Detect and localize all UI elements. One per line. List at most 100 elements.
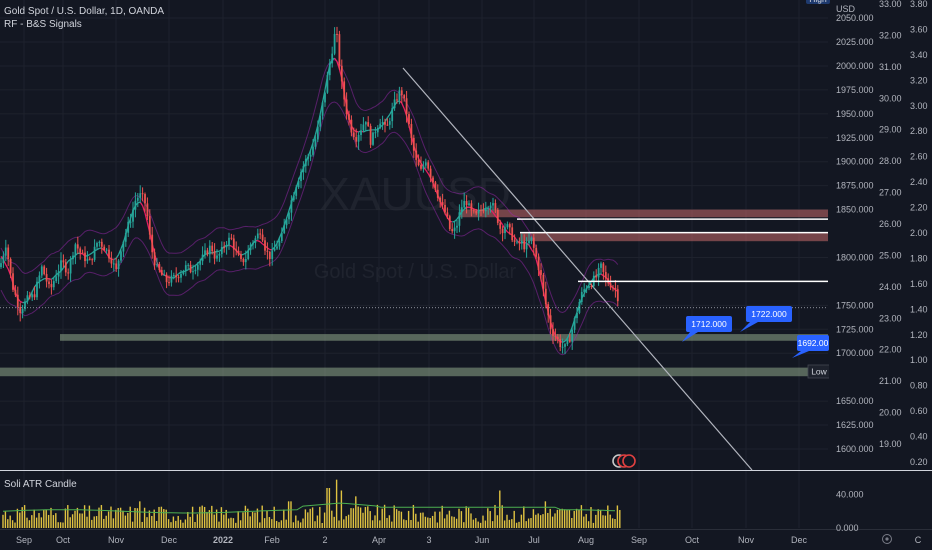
atr-bar	[616, 505, 619, 528]
candle-body	[444, 204, 446, 213]
atr-bar	[249, 516, 251, 528]
candle	[127, 216, 130, 237]
atr-bar	[184, 519, 187, 528]
atr-bar	[95, 516, 98, 528]
candle	[264, 237, 266, 255]
candle-body	[93, 246, 96, 260]
candle	[148, 209, 151, 240]
candle-body	[612, 287, 614, 289]
candle	[249, 242, 252, 255]
candle	[496, 207, 499, 226]
candle	[12, 267, 14, 292]
candle-body	[297, 181, 300, 188]
time-axis[interactable]: Sep Oct Nov Dec 2022 Feb 2 Apr 3 Jun Jul Aug Sep Oct N…	[16, 534, 922, 546]
upper-band	[0, 59, 619, 314]
candle-body	[74, 244, 77, 256]
candle	[408, 111, 410, 128]
candle	[494, 199, 497, 213]
indicator-legend[interactable]: RF - B&S Signals	[4, 19, 82, 30]
atr-bar	[139, 501, 141, 528]
atr-bar	[391, 521, 393, 528]
candle	[300, 168, 302, 189]
candle	[384, 118, 386, 133]
candle-body	[506, 224, 509, 228]
candle	[607, 273, 610, 287]
candle-body	[537, 256, 540, 271]
subpane-title[interactable]: Soli ATR Candle	[4, 479, 77, 490]
signal-line-segment	[117, 248, 122, 255]
price-callouts[interactable]: 1712.000 1722.000 1692.00	[682, 306, 829, 358]
time-tick-label: Jul	[528, 535, 540, 545]
candle	[62, 254, 65, 268]
signal-line-segment	[141, 205, 146, 214]
candle-body	[345, 99, 348, 115]
atr-bar	[585, 514, 587, 528]
time-tick-label: Apr	[372, 535, 386, 545]
candle-body	[484, 209, 487, 212]
candle	[398, 86, 401, 105]
candle	[163, 269, 166, 276]
candle-body	[585, 288, 588, 290]
candle-body	[156, 264, 158, 266]
candle	[381, 115, 384, 130]
candle	[405, 90, 408, 123]
atr-bar	[177, 515, 179, 528]
axis-background	[829, 0, 932, 470]
candle	[362, 117, 365, 133]
atr-bar	[511, 519, 513, 528]
candle-body	[446, 212, 449, 217]
candle-body	[117, 260, 120, 270]
atr-bar	[160, 506, 163, 528]
candle-body	[237, 250, 240, 255]
time-tick-label: Jun	[475, 535, 490, 545]
price-tick-label: 1600.000	[836, 444, 874, 454]
candle	[612, 284, 614, 292]
support-zone-upper	[60, 334, 828, 341]
tertiary-tick-label: 1.20	[910, 330, 928, 340]
candle-body	[460, 207, 463, 213]
atr-bar	[580, 505, 583, 528]
candle	[93, 239, 96, 262]
candle-body	[463, 200, 466, 208]
atr-bar	[290, 501, 292, 528]
candle	[597, 263, 600, 286]
symbol-title[interactable]: Gold Spot / U.S. Dollar, 1D, OANDA	[4, 6, 165, 17]
candle-body	[129, 221, 132, 223]
candle-body	[14, 289, 17, 295]
candle-body	[600, 263, 602, 268]
atr-bar	[484, 520, 487, 528]
candle-body	[91, 259, 94, 261]
atr-bar	[4, 511, 7, 528]
candle-body	[57, 271, 60, 277]
candle	[372, 131, 374, 146]
candle-body	[21, 309, 24, 314]
candle-body	[408, 114, 410, 125]
candle	[324, 91, 326, 107]
atr-tick-label: 0.000	[836, 523, 859, 533]
atr-bar	[230, 517, 232, 528]
atr-bar	[127, 512, 129, 528]
candle	[451, 223, 454, 234]
candle-body	[96, 243, 98, 247]
candle	[487, 205, 490, 215]
candle	[237, 246, 240, 257]
atr-bar	[244, 505, 247, 528]
atr-bar	[446, 514, 448, 528]
atr-bar	[158, 506, 160, 528]
candle	[64, 258, 67, 277]
atr-bar	[268, 517, 271, 528]
candle-body	[432, 177, 434, 183]
candle-body	[542, 274, 545, 289]
candle	[261, 228, 264, 243]
trendline-group[interactable]	[402, 67, 753, 471]
candle-body	[64, 262, 67, 273]
candle	[340, 59, 343, 90]
candle-body	[535, 247, 538, 257]
candle-body	[206, 250, 209, 255]
candle	[379, 118, 382, 130]
candle	[108, 245, 110, 263]
candle	[504, 223, 506, 240]
candle	[14, 285, 17, 298]
